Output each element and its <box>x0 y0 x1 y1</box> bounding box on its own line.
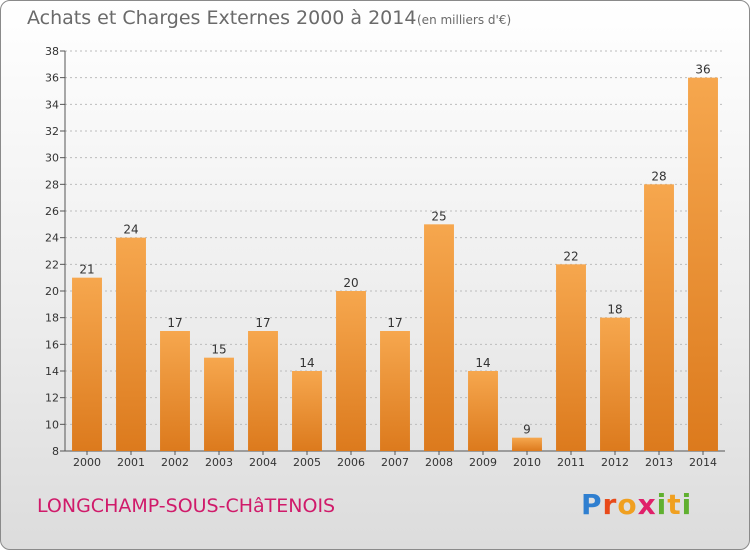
logo-letter: o <box>617 488 638 521</box>
chart-unit: (en milliers d'€) <box>417 13 512 27</box>
x-tick-label: 2008 <box>425 456 453 469</box>
value-label: 9 <box>523 423 531 437</box>
y-tick-label: 26 <box>45 205 59 218</box>
bar <box>644 184 674 452</box>
logo-letter: P <box>581 488 603 521</box>
bar <box>204 357 234 451</box>
bar <box>292 371 322 451</box>
value-label: 15 <box>211 343 226 357</box>
y-tick-label: 38 <box>45 45 59 58</box>
value-label: 24 <box>123 223 138 237</box>
logo-letter: i <box>656 488 668 521</box>
y-tick-label: 10 <box>45 418 59 431</box>
bar <box>512 437 542 451</box>
bar <box>72 277 102 451</box>
x-tick-label: 2010 <box>513 456 541 469</box>
value-label: 18 <box>607 303 622 317</box>
value-label: 21 <box>79 263 94 277</box>
y-tick-label: 34 <box>45 98 59 111</box>
bar <box>468 371 498 451</box>
x-tick-label: 2014 <box>689 456 717 469</box>
logo-letter: t <box>667 488 682 521</box>
y-tick-label: 30 <box>45 152 59 165</box>
value-label: 22 <box>563 249 578 263</box>
x-tick-label: 2012 <box>601 456 629 469</box>
logo-letter: i <box>681 488 693 521</box>
y-tick-label: 18 <box>45 312 59 325</box>
x-tick-label: 2011 <box>557 456 585 469</box>
value-label: 17 <box>387 316 402 330</box>
chart-title: Achats et Charges Externes 2000 à 2014 <box>27 7 417 29</box>
value-label: 17 <box>255 316 270 330</box>
bar <box>424 224 454 451</box>
bar <box>600 317 630 451</box>
bar <box>688 77 718 452</box>
y-tick-label: 36 <box>45 72 59 85</box>
x-tick-label: 2006 <box>337 456 365 469</box>
logo-letter: r <box>602 488 618 521</box>
y-tick-label: 16 <box>45 338 59 351</box>
x-tick-label: 2003 <box>205 456 233 469</box>
x-tick-label: 2013 <box>645 456 673 469</box>
value-label: 14 <box>475 356 490 370</box>
x-tick-label: 2005 <box>293 456 321 469</box>
x-tick-label: 2000 <box>73 456 101 469</box>
bar <box>116 237 146 451</box>
x-tick-label: 2002 <box>161 456 189 469</box>
y-tick-label: 20 <box>45 285 59 298</box>
y-tick-label: 24 <box>45 232 59 245</box>
bar <box>160 331 190 451</box>
bar <box>248 331 278 451</box>
value-label: 25 <box>431 209 446 223</box>
y-tick-label: 14 <box>45 365 59 378</box>
bar <box>336 291 366 451</box>
bar <box>380 331 410 451</box>
value-label: 28 <box>651 169 666 183</box>
proxiti-logo: Proxiti <box>581 488 692 521</box>
x-tick-label: 2007 <box>381 456 409 469</box>
x-tick-label: 2004 <box>249 456 277 469</box>
value-label: 20 <box>343 276 358 290</box>
y-tick-label: 12 <box>45 392 59 405</box>
value-label: 36 <box>695 63 710 77</box>
bar <box>556 264 586 451</box>
commune-name: LONGCHAMP-SOUS-CHâTENOIS <box>37 495 336 517</box>
logo-letter: x <box>637 488 657 521</box>
x-tick-label: 2009 <box>469 456 497 469</box>
value-label: 14 <box>299 356 314 370</box>
x-tick-label: 2001 <box>117 456 145 469</box>
y-tick-label: 28 <box>45 178 59 191</box>
y-tick-label: 22 <box>45 258 59 271</box>
y-tick-label: 32 <box>45 125 59 138</box>
y-tick-label: 8 <box>52 445 59 458</box>
value-label: 17 <box>167 316 182 330</box>
